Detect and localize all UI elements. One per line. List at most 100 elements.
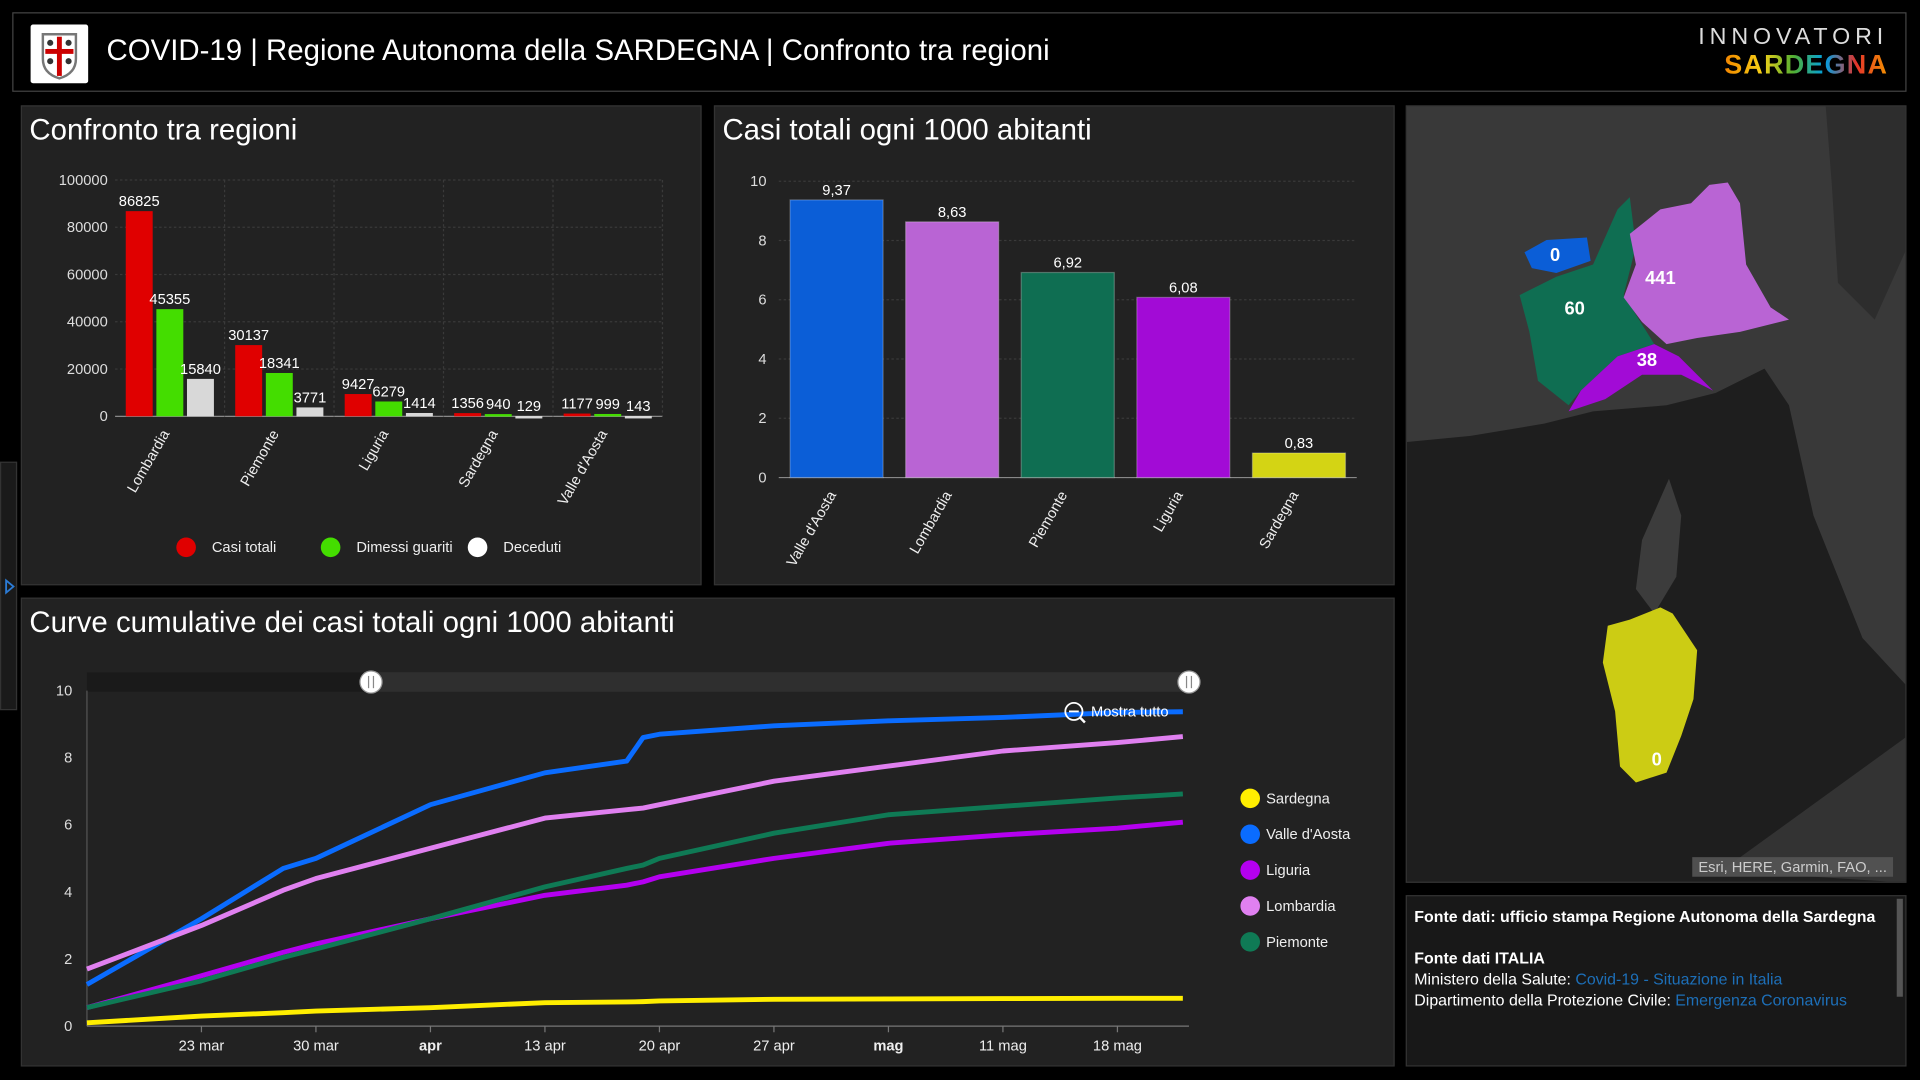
series-line — [86, 734, 1184, 972]
y-tick-label: 0 — [758, 470, 766, 486]
bar — [1251, 452, 1347, 479]
region-sardegna[interactable] — [1602, 607, 1698, 783]
legend-label: Casi totali — [212, 540, 276, 556]
data-label: 45355 — [149, 292, 190, 308]
range-slider-masked — [86, 672, 372, 692]
range-slider-handle[interactable] — [1177, 670, 1201, 694]
source-line1: Fonte dati: ufficio stampa Regione Auton… — [1414, 907, 1876, 926]
x-tick-label: mag — [873, 1039, 903, 1055]
data-label: 129 — [517, 399, 542, 415]
bar — [375, 401, 403, 417]
y-tick-label: 40000 — [67, 315, 108, 331]
bar — [515, 416, 543, 419]
zoom-out-icon-handle — [1079, 716, 1086, 724]
x-tick-label: 27 apr — [753, 1039, 795, 1055]
y-tick-label: 0 — [64, 1019, 72, 1035]
data-label: 6,92 — [1053, 256, 1082, 272]
legend-swatch — [1240, 932, 1261, 952]
data-source-panel: Fonte dati: ufficio stampa Regione Auton… — [1405, 895, 1907, 1067]
x-tick-label: 11 mag — [979, 1039, 1027, 1055]
legend-swatch — [1240, 860, 1261, 880]
bar — [905, 221, 1000, 479]
side-panel-toggle[interactable] — [0, 461, 18, 711]
app-title: COVID-19 | Regione Autonoma della SARDEG… — [106, 34, 1050, 68]
map-panel[interactable]: 0 60 441 38 0 Esri, HERE, Garmin, FAO, .… — [1405, 105, 1907, 883]
data-label: 30137 — [228, 328, 269, 344]
data-label: 15840 — [180, 362, 221, 378]
brand-logo: INNOVATORI SARDEGNA — [1698, 24, 1889, 80]
brand-line2: SARDEGNA — [1698, 50, 1888, 79]
legend-label: Valle d'Aosta — [1266, 827, 1351, 843]
y-tick-label: 6 — [758, 293, 766, 309]
bar — [156, 309, 184, 417]
data-label: 1356 — [451, 396, 484, 412]
x-tick-label: 13 apr — [524, 1039, 566, 1055]
data-label: 1177 — [561, 397, 593, 413]
bar — [405, 412, 433, 417]
bar — [235, 345, 263, 417]
y-tick-label: 0 — [100, 409, 108, 425]
x-tick-label: Liguria — [356, 427, 392, 474]
bar — [186, 378, 214, 417]
bar — [1136, 296, 1231, 479]
y-tick-label: 10 — [750, 174, 766, 190]
series-line — [86, 995, 1183, 1026]
data-label: 9,37 — [822, 183, 851, 199]
bar — [563, 413, 591, 417]
data-label: 6279 — [372, 385, 405, 401]
bar — [296, 407, 324, 417]
y-tick-label: 100000 — [59, 173, 108, 189]
show-all-button[interactable]: Mostra tutto — [1064, 701, 1169, 724]
range-slider-handle[interactable] — [359, 670, 383, 694]
data-label: 940 — [486, 397, 511, 413]
source-line4-prefix: Dipartimento della Protezione Civile: — [1414, 990, 1676, 1009]
region-lombardia[interactable] — [1623, 182, 1789, 345]
legend-swatch — [1240, 824, 1261, 845]
data-label: 1414 — [403, 396, 436, 412]
chart-title: Casi totali ogni 1000 abitanti — [722, 113, 1092, 147]
chart-title: Confronto tra regioni — [29, 113, 298, 147]
data-label: 9427 — [342, 377, 375, 393]
region-valle-daosta[interactable] — [1524, 237, 1591, 274]
data-label: 143 — [626, 399, 651, 415]
data-label: 3771 — [294, 391, 327, 407]
x-tick-label: Piemonte — [238, 427, 283, 489]
map-label-liguria: 38 — [1637, 349, 1657, 370]
x-tick-label: Valle d'Aosta — [555, 427, 611, 509]
source-line3-prefix: Ministero della Salute: — [1414, 969, 1576, 989]
data-label: 999 — [595, 397, 620, 413]
data-label: 0,83 — [1285, 436, 1314, 452]
bar — [125, 211, 153, 417]
brand-line1: INNOVATORI — [1698, 24, 1889, 51]
legend-label: Sardegna — [1266, 791, 1331, 807]
legend-swatch — [320, 537, 341, 558]
series-line — [86, 819, 1184, 1011]
region-liguria[interactable] — [1568, 344, 1714, 412]
panel-confronto: Confronto tra regioni 0 20000 40000 60000 80… — [20, 105, 702, 586]
x-tick-label: Lombardia — [907, 488, 956, 557]
panel-per-1000: Casi totali ogni 1000 abitanti 0 2 4 6 8 10 9,… — [713, 105, 1395, 586]
map-attribution[interactable]: Esri, HERE, Garmin, FAO, ... — [1692, 857, 1894, 877]
protezione-civile-link[interactable]: Emergenza Coronavirus — [1675, 990, 1847, 1009]
legend-swatch — [176, 537, 196, 558]
region-piemonte[interactable] — [1519, 197, 1655, 406]
panel-cumulative: Curve cumulative dei casi totali ogni 10… — [20, 597, 1395, 1067]
map-label-sardegna: 0 — [1652, 748, 1662, 769]
y-tick-label: 20000 — [67, 362, 108, 378]
map[interactable]: 0 60 441 38 0 — [1406, 106, 1907, 883]
chart-title: Curve cumulative dei casi totali ogni 10… — [29, 606, 675, 640]
line-chart: 0 2 4 6 8 10 23 mar 30 mar apr 13 apr 20 apr 27 apr… — [56, 670, 1351, 1055]
map-label-valle-daosta: 0 — [1550, 244, 1560, 265]
x-tick-label: 23 mar — [179, 1039, 225, 1055]
header: COVID-19 | Regione Autonoma della SARDEG… — [12, 12, 1907, 92]
y-tick-label: 8 — [64, 751, 72, 767]
x-tick-label: 30 mar — [293, 1039, 339, 1055]
y-tick-label: 4 — [64, 885, 72, 901]
bar — [594, 413, 622, 417]
legend-label: Piemonte — [1266, 935, 1328, 951]
ministero-salute-link[interactable]: Covid-19 - Situazione in Italia — [1575, 969, 1783, 989]
scrollbar[interactable] — [1896, 898, 1903, 997]
y-tick-label: 80000 — [67, 220, 108, 236]
x-tick-label: 20 apr — [639, 1039, 681, 1055]
